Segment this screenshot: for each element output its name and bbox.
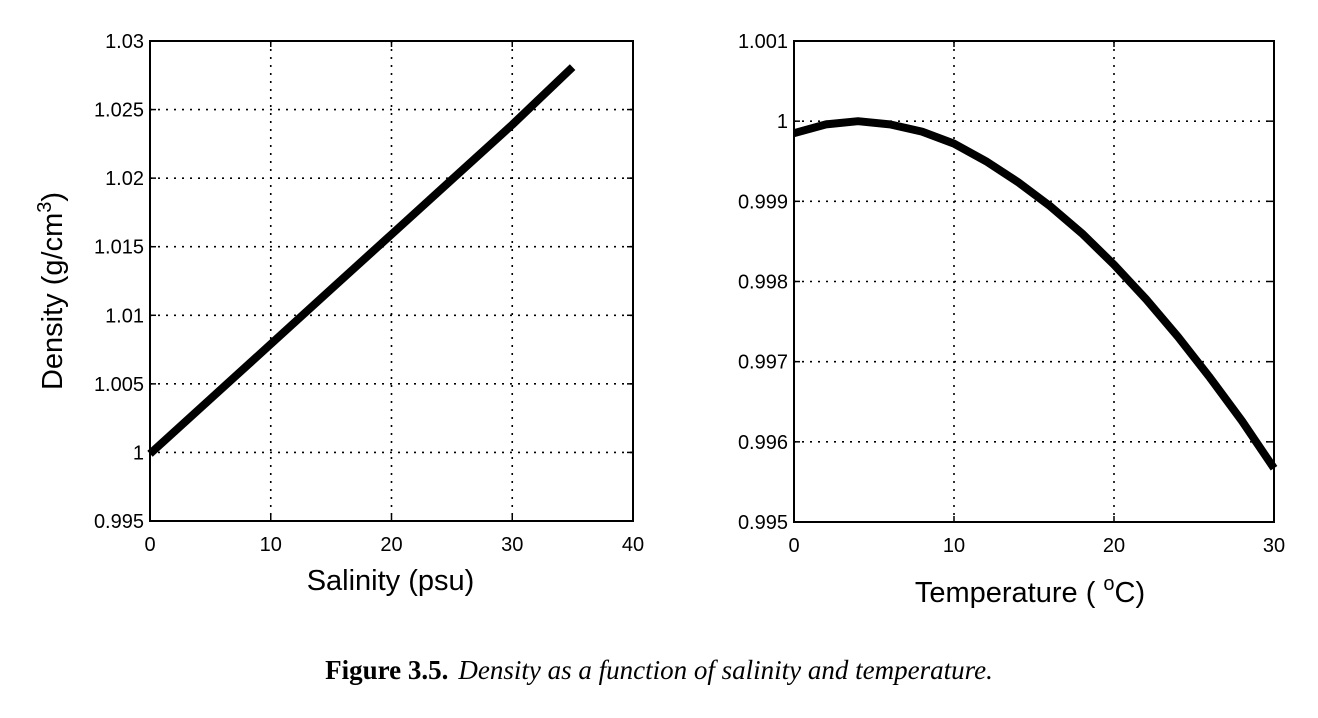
figure-caption: Figure 3.5. Density as a function of sali… xyxy=(0,655,1318,686)
y-axis-label-main: Density (g/cm xyxy=(37,213,69,390)
y-axis-label-superscript: 3 xyxy=(34,202,56,213)
x-tick-label: 30 xyxy=(501,534,523,556)
x-axis-label-main: Temperature ( xyxy=(915,577,1104,609)
plot-frame xyxy=(149,40,634,522)
x-tick-label: 0 xyxy=(788,535,799,557)
y-tick-label: 1.02 xyxy=(105,168,144,190)
x-tick-label: 40 xyxy=(622,534,644,556)
y-tick-label: 0.995 xyxy=(94,511,144,533)
y-tick-label: 1.025 xyxy=(94,100,144,122)
x-axis-label: Salinity (psu) xyxy=(307,565,475,597)
x-tick-label: 20 xyxy=(380,534,402,556)
y-axis-label: Density (g/cm3) xyxy=(34,192,69,390)
y-tick-label: 1.005 xyxy=(94,374,144,396)
x-tick-label: 10 xyxy=(943,535,965,557)
plot-frame xyxy=(793,40,1275,523)
y-axis-label-end: ) xyxy=(37,192,69,202)
x-axis-label-end: C) xyxy=(1115,577,1146,609)
caption-text: Density as a function of salinity and te… xyxy=(458,655,993,685)
y-tick-label: 1.015 xyxy=(94,237,144,259)
data-line xyxy=(147,64,576,457)
y-tick-label: 1.001 xyxy=(738,31,788,53)
x-tick-label: 30 xyxy=(1263,535,1285,557)
y-tick-label: 0.996 xyxy=(738,432,788,454)
y-tick-label: 1.01 xyxy=(105,305,144,327)
x-axis-label-superscript: o xyxy=(1103,573,1114,595)
y-tick-label: 1 xyxy=(133,442,144,464)
x-tick-label: 0 xyxy=(144,534,155,556)
chart-2: 0 10 20 30 0.995 0.996 0.997 0.998 0.999 1 1.001 Te… xyxy=(738,31,1285,609)
y-tick-label: 0.998 xyxy=(738,272,788,294)
y-tick-label: 0.997 xyxy=(738,352,788,374)
x-axis-label: Temperature ( oC) xyxy=(915,573,1145,609)
data-line xyxy=(792,117,1278,471)
y-tick-label: 1 xyxy=(777,111,788,133)
chart-1: 0 10 20 30 40 0.995 1 1.005 1.01 1.015 1.02 1.025 1.… xyxy=(34,31,644,597)
y-tick-label: 0.995 xyxy=(738,512,788,534)
x-tick-label: 20 xyxy=(1103,535,1125,557)
caption-number: Figure 3.5. xyxy=(325,655,449,685)
x-tick-label: 10 xyxy=(260,534,282,556)
y-tick-label: 0.999 xyxy=(738,191,788,213)
y-tick-label: 1.03 xyxy=(105,31,144,53)
